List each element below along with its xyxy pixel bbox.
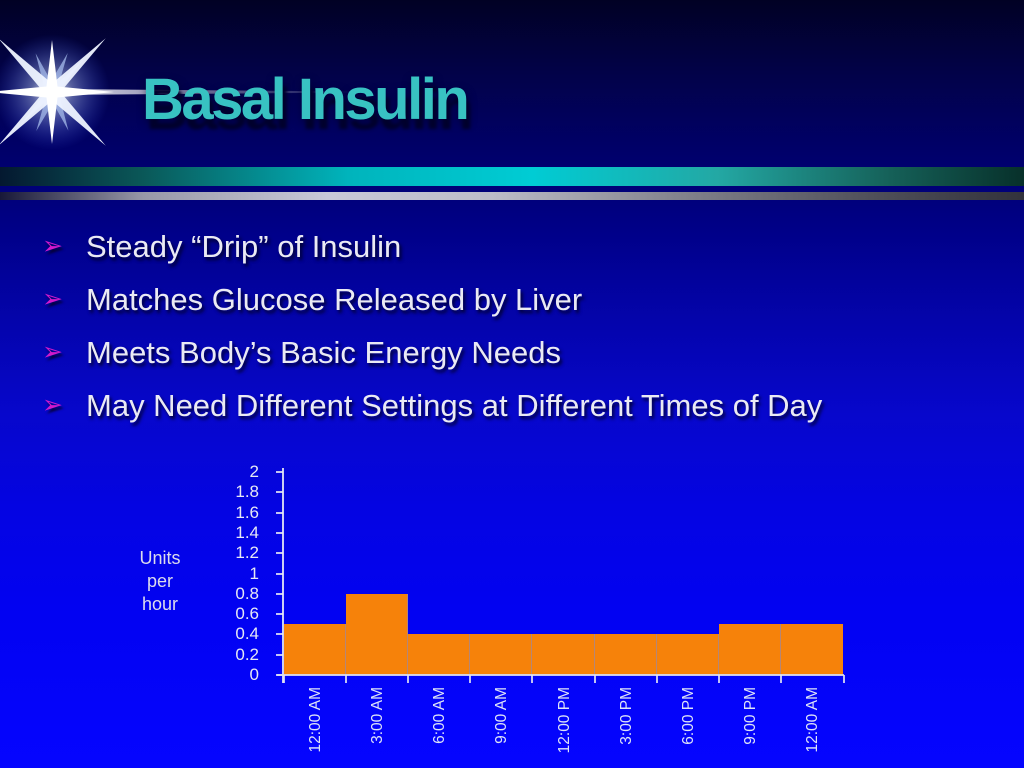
y-tick-mark: [276, 633, 283, 636]
x-tick-mark: [718, 675, 721, 683]
y-tick-mark: [276, 613, 283, 616]
bar: [532, 634, 595, 675]
divider-silver-line: [0, 192, 1024, 200]
y-axis-title: Units per hour: [139, 548, 181, 614]
divider-teal-band: [0, 167, 1024, 186]
bar: [470, 634, 533, 675]
y-tick-mark: [276, 471, 283, 473]
y-tick-label: 1.4: [235, 522, 259, 542]
x-tick-mark: [842, 675, 845, 683]
y-tick-label: 0.2: [235, 644, 259, 664]
bar: [345, 593, 408, 675]
bullet-text: May Need Different Settings at Different…: [86, 388, 823, 423]
x-tick-mark: [655, 675, 658, 683]
bullet-item: ➢ May Need Different Settings at Differe…: [42, 388, 982, 424]
bullet-list: ➢ Steady “Drip” of Insulin ➢ Matches Glu…: [42, 229, 982, 441]
x-tick-mark: [780, 675, 783, 683]
y-tick-label: 1.2: [235, 543, 259, 563]
x-tick-mark: [282, 675, 285, 683]
y-tick-mark: [276, 511, 283, 514]
x-tick-mark: [344, 675, 347, 683]
y-tick-mark: [276, 491, 283, 494]
y-tick-mark: [276, 552, 283, 555]
bullet-text: Matches Glucose Released by Liver: [86, 282, 583, 317]
y-tick-label: 1.6: [235, 502, 259, 522]
x-tick-label: 3:00 PM: [617, 687, 635, 745]
bar: [656, 634, 720, 675]
x-tick-label: 9:00 AM: [493, 687, 511, 744]
x-tick-label: 12:00 AM: [804, 687, 822, 753]
arrow-bullet-icon: ➢: [42, 285, 63, 313]
bar: [719, 624, 782, 675]
y-tick-label: 0.4: [235, 624, 259, 644]
bullet-text: Steady “Drip” of Insulin: [86, 229, 402, 264]
y-tick-mark: [276, 531, 283, 534]
bullet-text: Meets Body’s Basic Energy Needs: [86, 335, 561, 370]
arrow-bullet-icon: ➢: [42, 391, 63, 419]
bullet-item: ➢ Matches Glucose Released by Liver: [42, 282, 982, 318]
slide-title: Basal Insulin: [142, 67, 470, 132]
arrow-bullet-icon: ➢: [42, 338, 63, 366]
arrow-bullet-icon: ➢: [42, 232, 63, 260]
x-tick-mark: [469, 675, 472, 683]
x-tick-label: 6:00 AM: [431, 687, 449, 744]
y-tick-mark: [276, 572, 283, 575]
y-tick-label: 1: [249, 563, 259, 583]
bar: [781, 624, 844, 675]
bar: [283, 624, 346, 675]
x-tick-label: 6:00 PM: [679, 687, 697, 745]
x-tick-label: 3:00 AM: [368, 687, 386, 744]
y-tick-mark: [276, 592, 283, 595]
y-tick-label: 1.8: [235, 482, 259, 502]
bar: [407, 634, 471, 675]
x-tick-mark: [593, 675, 596, 683]
x-axis-line: [277, 674, 844, 676]
y-tick-label: 2: [249, 462, 259, 481]
y-tick-label: 0.6: [235, 604, 259, 624]
x-tick-mark: [406, 675, 409, 683]
bullet-item: ➢ Meets Body’s Basic Energy Needs: [42, 335, 982, 371]
y-tick-label: 0.8: [235, 583, 259, 603]
x-tick-label: 12:00 AM: [306, 687, 324, 753]
x-tick-label: 9:00 PM: [742, 687, 760, 745]
bar: [594, 634, 657, 675]
x-tick-label: 12:00 PM: [555, 687, 573, 754]
bullet-item: ➢ Steady “Drip” of Insulin: [42, 229, 982, 265]
y-tick-label: 0: [249, 665, 259, 684]
y-axis-line: [282, 468, 284, 683]
x-tick-mark: [531, 675, 534, 683]
y-tick-mark: [276, 653, 283, 656]
